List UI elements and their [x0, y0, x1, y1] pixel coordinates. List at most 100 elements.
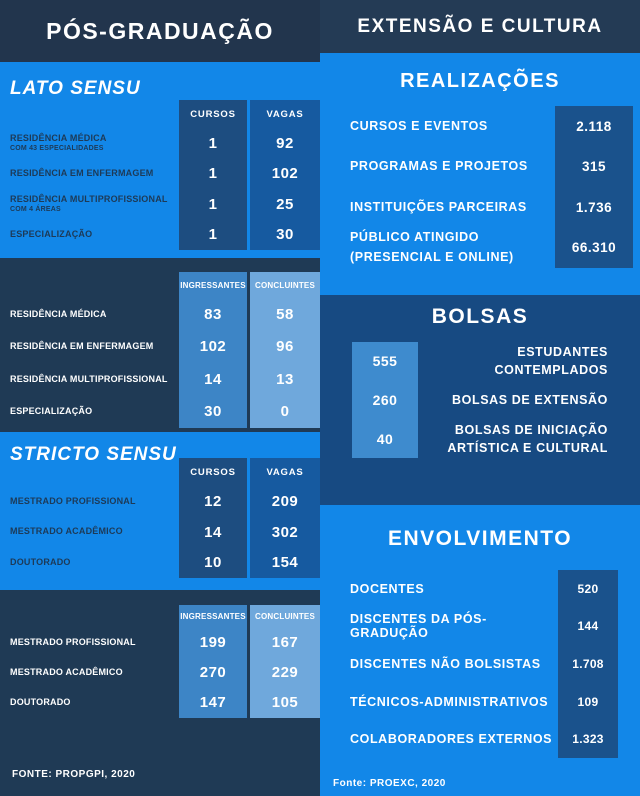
stat-label: PROGRAMAS E PROJETOS: [350, 159, 528, 174]
vagas-value: 302: [250, 516, 320, 548]
stat-label: ESTUDANTES CONTEMPLADOS: [494, 345, 608, 378]
table-row: DOUTORADO 10 154: [0, 547, 320, 579]
realizacoes-table: CURSOS E EVENTOS 2.118 PROGRAMAS E PROJE…: [320, 106, 640, 268]
cursos-value: 1: [179, 158, 247, 189]
stat-value: 520: [558, 570, 618, 608]
table-header-row: INGRESSANTES CONCLUINTES: [0, 605, 320, 627]
stat-label: DISCENTES NÃO BOLSISTAS: [350, 656, 541, 671]
column-header-ingressantes: INGRESSANTES: [179, 272, 247, 298]
stat-row: COLABORADORES EXTERNOS 1.323: [320, 720, 640, 758]
stat-row: INSTITUIÇÕES PARCEIRAS 1.736: [320, 187, 640, 228]
stat-label: PÚBLICO ATINGIDO (PRESENCIAL E ONLINE): [350, 230, 514, 264]
row-label: MESTRADO PROFISSIONAL: [10, 495, 136, 506]
table-row: RESIDÊNCIA MULTIPROFISSIONAL COM 4 ÁREAS…: [0, 189, 320, 220]
table-row: MESTRADO ACADÊMICO 270 229: [0, 657, 320, 688]
bolsas-table: 555 ESTUDANTES CONTEMPLADOS 260 BOLSAS D…: [320, 342, 640, 459]
concluintes-value: 105: [250, 687, 320, 718]
stat-row: PÚBLICO ATINGIDO (PRESENCIAL E ONLINE) 6…: [320, 227, 640, 268]
stat-row: CURSOS E EVENTOS 2.118: [320, 106, 640, 147]
lato-sensu-table: CURSOS VAGAS RESIDÊNCIA MÉDICA COM 43 ES…: [0, 100, 320, 250]
concluintes-value: 167: [250, 627, 320, 658]
stat-value: 144: [558, 607, 618, 646]
cursos-value: 10: [179, 547, 247, 579]
vagas-value: 30: [250, 219, 320, 250]
stat-label: INSTITUIÇÕES PARCEIRAS: [350, 199, 527, 214]
bolsas-section: BOLSAS 555 ESTUDANTES CONTEMPLADOS 260 B…: [320, 295, 640, 505]
realizacoes-section: REALIZAÇÕES CURSOS E EVENTOS 2.118 PROGR…: [320, 53, 640, 295]
stat-row: TÉCNICOS-ADMINISTRATIVOS 109: [320, 682, 640, 721]
table-row: MESTRADO PROFISSIONAL 12 209: [0, 486, 320, 517]
cursos-value: 14: [179, 516, 247, 548]
concluintes-value: 13: [250, 363, 320, 396]
ingressantes-value: 270: [179, 657, 247, 688]
stat-label: DOCENTES: [350, 581, 425, 596]
vagas-value: 102: [250, 158, 320, 189]
row-label: ESPECIALIZAÇÃO: [10, 406, 93, 417]
vagas-value: 25: [250, 189, 320, 220]
stricto-sensu-flow-table: INGRESSANTES CONCLUINTES MESTRADO PROFIS…: [0, 605, 320, 718]
stat-row: DISCENTES NÃO BOLSISTAS 1.708: [320, 645, 640, 683]
table-row: RESIDÊNCIA MULTIPROFISSIONAL 14 13: [0, 363, 320, 396]
stat-label: CURSOS E EVENTOS: [350, 118, 488, 133]
envolvimento-table: DOCENTES 520 DISCENTES DA PÓS-GRADUÇÃO 1…: [320, 570, 640, 758]
pos-graduacao-title: PÓS-GRADUAÇÃO: [0, 0, 320, 62]
vagas-value: 209: [250, 486, 320, 517]
lato-sensu-section: LATO SENSU CURSOS VAGAS RESIDÊNCIA MÉDIC…: [0, 62, 320, 258]
row-label: MESTRADO PROFISSIONAL: [10, 636, 136, 647]
column-header-cursos: CURSOS: [179, 458, 247, 486]
table-header-row: INGRESSANTES CONCLUINTES: [0, 272, 320, 298]
table-header-row: CURSOS VAGAS: [0, 458, 320, 486]
table-row: MESTRADO PROFISSIONAL 199 167: [0, 627, 320, 658]
ingressantes-value: 14: [179, 363, 247, 396]
column-header-vagas: VAGAS: [250, 458, 320, 486]
stat-label: TÉCNICOS-ADMINISTRATIVOS: [350, 694, 549, 709]
lato-sensu-heading: LATO SENSU: [10, 78, 141, 99]
row-label: RESIDÊNCIA MÉDICA: [10, 133, 107, 144]
vagas-value: 92: [250, 128, 320, 159]
stricto-sensu-section: STRICTO SENSU CURSOS VAGAS MESTRADO PROF…: [0, 432, 320, 590]
column-header-concluintes: CONCLUINTES: [250, 605, 320, 627]
stat-value: 2.118: [555, 106, 633, 147]
concluintes-value: 96: [250, 330, 320, 363]
row-label: MESTRADO ACADÊMICO: [10, 666, 123, 677]
source-note-propgpi: FONTE: PROPGPI, 2020: [12, 769, 136, 780]
stat-label: BOLSAS DE EXTENSÃO: [452, 392, 608, 407]
row-sublabel: COM 4 ÁREAS: [10, 205, 61, 213]
ingressantes-value: 30: [179, 395, 247, 428]
stat-value: 109: [558, 682, 618, 721]
stat-row: 40 BOLSAS DE INICIAÇÃO ARTÍSTICA E CULTU…: [320, 419, 640, 459]
row-label: DOUTORADO: [10, 557, 71, 568]
envolvimento-heading: ENVOLVIMENTO: [387, 527, 573, 550]
row-label: MESTRADO ACADÊMICO: [10, 526, 123, 537]
stat-value: 1.708: [558, 645, 618, 683]
stat-label: DISCENTES DA PÓS-GRADUÇÃO: [350, 612, 487, 641]
concluintes-value: 58: [250, 298, 320, 331]
column-header-ingressantes: INGRESSANTES: [179, 605, 247, 627]
row-label: RESIDÊNCIA MÉDICA: [10, 308, 107, 319]
cursos-value: 12: [179, 486, 247, 517]
ingressantes-value: 147: [179, 687, 247, 718]
stat-label: BOLSAS DE INICIAÇÃO ARTÍSTICA E CULTURAL: [447, 422, 608, 455]
lato-sensu-flow-table: INGRESSANTES CONCLUINTES RESIDÊNCIA MÉDI…: [0, 272, 320, 428]
concluintes-value: 229: [250, 657, 320, 688]
ingressantes-value: 102: [179, 330, 247, 363]
row-label: RESIDÊNCIA EM ENFERMAGEM: [10, 168, 154, 179]
stat-row: DOCENTES 520: [320, 570, 640, 608]
row-label: RESIDÊNCIA MULTIPROFISSIONAL: [10, 194, 168, 205]
stat-value: 1.323: [558, 720, 618, 758]
table-row: DOUTORADO 147 105: [0, 687, 320, 718]
stat-row: 555 ESTUDANTES CONTEMPLADOS: [320, 342, 640, 381]
row-sublabel: COM 43 ESPECIALIDADES: [10, 144, 104, 152]
column-header-vagas: VAGAS: [250, 100, 320, 128]
bolsas-heading: BOLSAS: [431, 305, 529, 328]
row-label: DOUTORADO: [10, 697, 71, 708]
stat-value: 1.736: [555, 187, 633, 228]
table-row: ESPECIALIZAÇÃO 1 30: [0, 219, 320, 250]
table-row: RESIDÊNCIA MÉDICA COM 43 ESPECIALIDADES …: [0, 128, 320, 159]
source-note-proexc: Fonte: PROEXC, 2020: [333, 778, 446, 789]
stat-row: DISCENTES DA PÓS-GRADUÇÃO 144: [320, 607, 640, 646]
table-row: RESIDÊNCIA MÉDICA 83 58: [0, 298, 320, 331]
cursos-value: 1: [179, 189, 247, 220]
vagas-value: 154: [250, 547, 320, 579]
